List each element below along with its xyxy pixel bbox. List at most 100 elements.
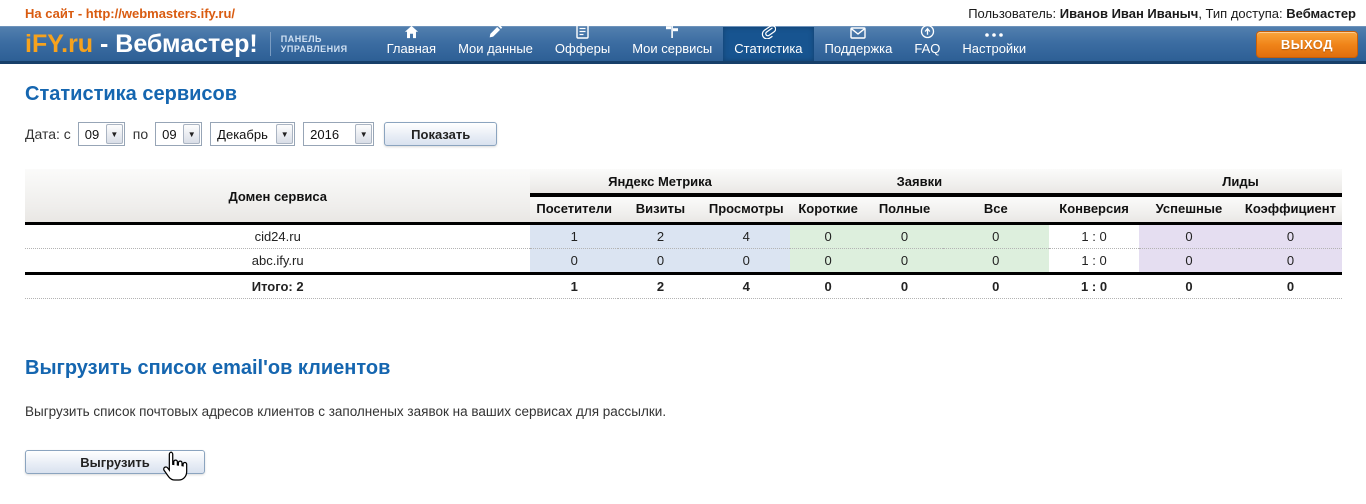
column-header: Успешные (1139, 195, 1239, 225)
show-button[interactable]: Показать (384, 122, 498, 146)
cell-visitors: 0 (530, 248, 618, 274)
total-conversion: 1 : 0 (1049, 272, 1140, 299)
nav-item-my-data[interactable]: Мои данные (447, 24, 544, 61)
document-icon (576, 24, 589, 39)
date-to-label: по (132, 126, 149, 142)
total-success: 0 (1139, 272, 1239, 299)
day-to-value: 09 (162, 126, 177, 142)
stats-table: Домен сервиса Яндекс Метрика Заявки Лиды… (25, 169, 1342, 299)
logo-divider (269, 32, 271, 56)
export-description: Выгрузить список почтовых адресов клиент… (25, 404, 667, 419)
column-header: Короткие (789, 195, 867, 225)
date-filter: Дата: с 09 ▼ по 09 ▼ Декабрь ▼ 2016 ▼ По… (25, 122, 1342, 146)
user-info: Пользователь: Иванов Иван Иваныч, Тип до… (968, 6, 1356, 21)
logo[interactable]: iFY.ru - Вебмастер! (25, 30, 258, 59)
nav-item-label: Статистика (734, 41, 803, 56)
cell-coefficient: 0 (1238, 248, 1342, 274)
panel-label-line2: управления (280, 44, 348, 54)
cell-success: 0 (1139, 248, 1239, 274)
nav-item-label: Офферы (554, 41, 611, 56)
day-from-select[interactable]: 09 ▼ (77, 122, 125, 146)
chevron-down-icon[interactable]: ▼ (276, 124, 294, 144)
nav-item-home[interactable]: Главная (376, 25, 447, 61)
column-header: Все (942, 195, 1050, 225)
to-site-link[interactable]: На сайт - http://webmasters.ify.ru/ (25, 5, 236, 21)
nav-item-label: Мои сервисы (632, 41, 713, 56)
chevron-down-icon[interactable]: ▼ (355, 124, 373, 144)
nav-item-label: Поддержка (824, 41, 893, 56)
dots-icon (984, 31, 1004, 39)
cell-visits: 2 (618, 223, 703, 249)
nav-item-label: Мои данные (458, 41, 533, 56)
table-column-header-row: Посетители Визиты Просмотры Короткие Пол… (25, 195, 1342, 225)
main-navbar: iFY.ru - Вебмастер! Панель управления Гл… (0, 24, 1366, 64)
table-total-row: Итого: 2 1 2 4 0 0 0 1 : 0 0 0 (25, 272, 1342, 299)
logo-brand: iFY.ru (25, 29, 94, 58)
table-row: cid24.ru 1 2 4 0 0 0 1 : 0 0 0 (25, 223, 1342, 249)
column-header: Полные (866, 195, 943, 225)
logo-wrap: iFY.ru - Вебмастер! Панель управления (0, 27, 348, 61)
page-content: Статистика сервисов Дата: с 09 ▼ по 09 ▼… (0, 64, 1366, 474)
nav-item-label: FAQ (914, 41, 941, 56)
logo-title: - Вебмастер! (93, 29, 258, 58)
column-header: Визиты (618, 195, 703, 225)
nav-items: Главная Мои данные Офферы Мои сервисы Ст… (376, 24, 1038, 61)
total-label: Итого: 2 (25, 272, 531, 299)
nav-item-support[interactable]: Поддержка (814, 27, 904, 61)
nav-item-label: Настройки (962, 41, 1027, 56)
cell-full: 0 (866, 223, 943, 249)
export-section-title: Выгрузить список email'ов клиентов (25, 357, 391, 379)
table-group-header-row: Домен сервиса Яндекс Метрика Заявки Лиды (25, 169, 1342, 225)
column-header: Коэффициент (1238, 195, 1342, 225)
access-label: , Тип доступа: (1198, 5, 1287, 21)
page-title: Статистика сервисов (25, 83, 238, 105)
nav-item-settings[interactable]: Настройки (951, 27, 1037, 61)
user-name: Иванов Иван Иваныч (1059, 5, 1199, 21)
total-short: 0 (789, 272, 867, 299)
domain-cell: abc.ify.ru (25, 248, 531, 274)
cell-all: 0 (942, 248, 1050, 274)
top-bar: На сайт - http://webmasters.ify.ru/ Поль… (0, 0, 1366, 26)
envelope-icon (850, 27, 867, 39)
group-zayavki: Заявки (789, 169, 1050, 197)
column-header: Конверсия (1049, 195, 1140, 225)
nav-spacer (1037, 27, 1256, 61)
nav-item-label: Главная (386, 41, 437, 56)
day-to-select[interactable]: 09 ▼ (155, 122, 203, 146)
total-full: 0 (866, 272, 943, 299)
total-visitors: 1 (530, 272, 618, 299)
nav-item-offers[interactable]: Офферы (544, 24, 621, 61)
chevron-down-icon[interactable]: ▼ (105, 124, 123, 144)
cell-visitors: 1 (530, 223, 618, 249)
panel-label: Панель управления (281, 34, 348, 54)
nav-item-faq[interactable]: FAQ (903, 24, 951, 61)
domain-column-header: Домен сервиса (25, 169, 531, 225)
column-header: Посетители (530, 195, 618, 225)
domain-cell: cid24.ru (25, 223, 531, 249)
group-lidy: Лиды (1139, 169, 1342, 197)
year-value: 2016 (310, 126, 340, 142)
user-label: Пользователь: (968, 5, 1060, 21)
panel-label-line1: Панель (280, 34, 323, 44)
cell-success: 0 (1139, 223, 1239, 249)
nav-item-statistics[interactable]: Статистика (723, 24, 814, 61)
cell-conversion: 1 : 0 (1049, 248, 1140, 274)
logout-button[interactable]: ВЫХОД (1255, 30, 1358, 58)
total-all: 0 (942, 272, 1050, 299)
nav-item-my-services[interactable]: Мои сервисы (621, 25, 723, 61)
date-from-label: Дата: с (25, 126, 71, 142)
table-row: abc.ify.ru 0 0 0 0 0 0 1 : 0 0 0 (25, 248, 1342, 274)
group-yandex-metrika: Яндекс Метрика (530, 169, 790, 197)
export-button[interactable]: Выгрузить (25, 450, 205, 474)
year-select[interactable]: 2016 ▼ (303, 122, 375, 146)
column-header: Просмотры (702, 195, 790, 225)
cell-coefficient: 0 (1238, 223, 1342, 249)
total-views: 4 (702, 272, 790, 299)
pencil-icon (488, 24, 503, 39)
cell-all: 0 (942, 223, 1050, 249)
paperclip-icon (761, 24, 776, 39)
total-coefficient: 0 (1238, 272, 1342, 299)
cell-conversion: 1 : 0 (1049, 223, 1140, 249)
chevron-down-icon[interactable]: ▼ (183, 124, 201, 144)
month-select[interactable]: Декабрь ▼ (210, 122, 296, 146)
